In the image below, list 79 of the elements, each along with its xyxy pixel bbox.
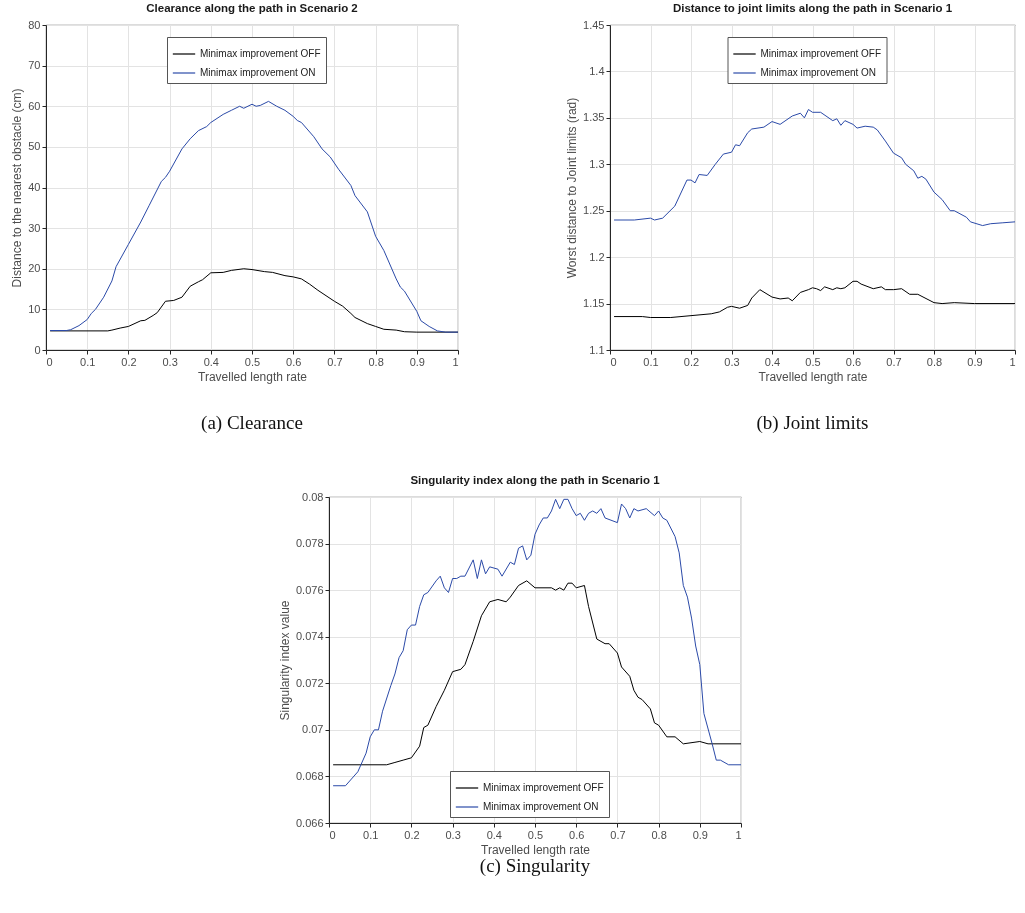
y-tick-label: 10 [28, 302, 41, 315]
x-tick-label: 0.1 [363, 828, 379, 841]
x-axis-title: Travelled length rate [198, 369, 308, 384]
legend-label: Minimax improvement OFF [760, 48, 882, 59]
y-tick-label: 1.35 [583, 111, 605, 124]
x-axis-title: Travelled length rate [758, 369, 868, 384]
line-series [613, 280, 1016, 318]
y-axis-title: Distance to the nearest obstacle (cm) [10, 88, 25, 288]
y-tick-label: 30 [28, 221, 41, 234]
x-tick-label: 1 [452, 355, 459, 368]
x-tick-label: 0.3 [445, 828, 461, 841]
y-axis-title: Singularity index value [277, 600, 292, 721]
x-tick-label: 0.5 [527, 828, 544, 841]
x-tick-label: 0.1 [80, 355, 96, 368]
x-tick-label: 0.3 [162, 355, 178, 368]
x-tick-label: 0 [610, 355, 617, 368]
chart-title: Distance to joint limits along the path in Scenario 1 [672, 1, 953, 14]
y-tick-label: 0.068 [295, 769, 324, 782]
x-tick-label: 0.9 [967, 355, 983, 368]
x-tick-label: 0.5 [805, 355, 821, 368]
x-tick-label: 0.8 [368, 355, 384, 368]
y-tick-label: 60 [28, 99, 41, 112]
y-tick-label: 1.3 [589, 157, 605, 170]
y-tick-label: 0.078 [295, 537, 324, 550]
y-tick-label: 0.066 [295, 816, 324, 829]
legend-label: Minimax improvement ON [760, 67, 877, 78]
x-tick-label: 0.6 [286, 355, 302, 368]
x-axis-title: Travelled length rate [481, 842, 591, 857]
x-tick-label: 0 [46, 355, 53, 368]
x-tick-label: 0.9 [409, 355, 425, 368]
x-tick-label: 0.3 [724, 355, 740, 368]
x-tick-label: 0.9 [692, 828, 708, 841]
x-tick-label: 0.5 [244, 355, 261, 368]
x-tick-label: 1 [735, 828, 742, 841]
y-tick-label: 1.4 [589, 64, 605, 77]
x-tick-label: 0.7 [610, 828, 626, 841]
x-tick-label: 0.4 [764, 355, 781, 368]
legend-label: Minimax improvement OFF [200, 48, 321, 59]
x-tick-label: 0.2 [404, 828, 420, 841]
y-tick-label: 0 [34, 343, 41, 356]
x-tick-label: 0.2 [683, 355, 700, 368]
x-tick-label: 0.6 [569, 828, 585, 841]
y-tick-label: 1.45 [583, 18, 605, 31]
y-tick-label: 80 [28, 18, 41, 31]
y-axis-title: Worst distance to Joint limits (rad) [565, 97, 580, 279]
y-tick-label: 1.1 [589, 343, 605, 356]
line-series [49, 100, 459, 333]
x-tick-label: 0.7 [886, 355, 902, 368]
y-tick-label: 40 [28, 181, 41, 193]
legend-label: Minimax improvement ON [483, 801, 599, 812]
x-tick-label: 0.7 [327, 355, 343, 368]
x-tick-label: 0.4 [203, 355, 219, 368]
x-tick-label: 1 [1009, 355, 1016, 368]
chart-title: Singularity index along the path in Scenario 1 [410, 473, 661, 486]
y-tick-label: 50 [28, 140, 41, 153]
y-tick-label: 20 [28, 262, 41, 275]
text: (b) Joint limits [756, 412, 869, 434]
x-tick-label: 0 [329, 828, 336, 841]
line-series [613, 109, 1016, 227]
x-tick-label: 0.2 [121, 355, 137, 368]
y-tick-label: 70 [28, 59, 41, 72]
x-tick-label: 0.4 [486, 828, 502, 841]
line-series [332, 580, 742, 766]
x-tick-label: 0.6 [845, 355, 862, 368]
x-tick-label: 0.8 [926, 355, 943, 368]
chart-title: Clearance along the path in Scenario 2 [146, 1, 358, 14]
y-tick-label: 0.076 [295, 583, 324, 596]
legend-label: Minimax improvement ON [200, 67, 316, 78]
y-tick-label: 0.072 [295, 676, 324, 689]
text: (a) Clearance [201, 412, 303, 434]
y-tick-label: 0.074 [295, 630, 324, 643]
y-tick-label: 1.2 [589, 250, 605, 263]
x-tick-label: 0.8 [651, 828, 667, 841]
y-tick-label: 0.07 [302, 723, 324, 736]
y-tick-label: 1.15 [583, 297, 605, 310]
y-tick-label: 1.25 [583, 204, 605, 217]
y-tick-label: 0.08 [302, 490, 324, 503]
legend-label: Minimax improvement OFF [483, 782, 604, 793]
x-tick-label: 0.1 [643, 355, 659, 368]
